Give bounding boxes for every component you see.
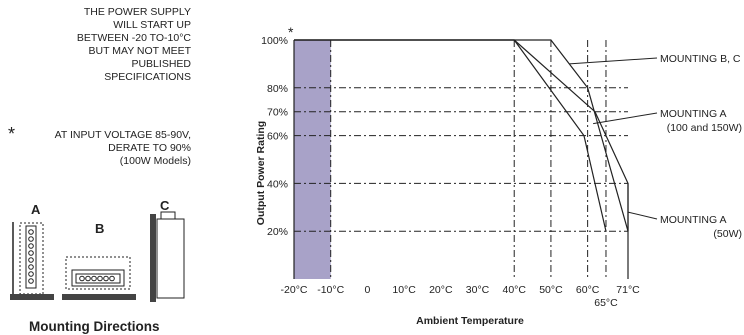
series-labels: MOUNTING B, C MOUNTING A (100 and 150W) MOU… [569,53,742,240]
x-tick-labels: -20°C -10°C 0 10°C 20°C 30°C 40°C 50°C 60°C65°C7… [281,284,641,309]
note-line: DERATE TO 90% [108,142,191,154]
y-tick-label: 80% [267,83,288,95]
mounting-c-figure [150,211,185,302]
x-tick-label: 60°C [576,284,600,296]
y-tick-labels: 100% 80% 70% 60% 40% 20% [261,35,288,238]
y-top-asterisk: * [288,24,294,40]
y-tick-label: 40% [267,178,288,190]
x-tick-label: 40°C [502,284,526,296]
derate-note: AT INPUT VOLTAGE 85-90V, DERATE TO 90% (… [14,129,191,168]
x-tick-label: 0 [364,284,370,296]
x-tick-label: 50°C [539,284,563,296]
x-tick-label: 30°C [466,284,490,296]
series-label: MOUNTING A [660,214,727,226]
mounting-b-figure [62,256,136,300]
mounting-a-figure [10,222,54,300]
note-line: (100W Models) [119,155,191,167]
x-tick-label: 10°C [392,284,416,296]
y-tick-label: 100% [261,35,288,47]
x-tick-label: 65°C [594,297,618,309]
mounting-label-c: C [160,200,170,213]
y-tick-label: 70% [267,107,288,119]
gridline-layer [294,40,628,279]
series-leader-line [627,211,658,220]
series-label: MOUNTING B, C [660,53,741,65]
mounting-label-b: B [95,221,104,236]
series-leader-line [593,112,658,125]
note-line: PUBLISHED [131,58,191,70]
series-line [294,39,629,232]
derate-asterisk: * [8,124,16,144]
y-axis-title: Output Power Rating [255,121,267,225]
startup-shaded-region [294,40,331,279]
note-line: SPECIFICATIONS [104,71,191,83]
series-label: (100 and 150W) [667,122,742,134]
note-line: BETWEEN -20 TO-10°C [76,32,191,44]
shaded-region-layer [294,40,331,279]
x-tick-label: -10°C [317,284,344,296]
y-tick-label: 20% [267,226,288,238]
note-line: WILL START UP [113,19,191,31]
x-tick-label: -20°C [281,284,308,296]
note-line: THE POWER SUPPLY [83,6,191,18]
x-axis-title: Ambient Temperature [416,315,524,327]
series-label: (50W) [713,228,742,240]
shaded-region-note: THE POWER SUPPLY WILL START UP BETWEEN -… [22,6,191,84]
mounting-directions-illustration: A B C Mounting Directions [10,200,185,334]
mounting-directions-title: Mounting Directions [29,319,160,334]
note-line: BUT MAY NOT MEET [88,45,192,57]
series-leader-line [569,57,658,65]
x-tick-label: 71°C [616,284,640,296]
note-line: AT INPUT VOLTAGE 85-90V, [54,129,191,141]
series-label: MOUNTING A [660,108,727,120]
y-tick-label: 60% [267,131,288,143]
mounting-label-a: A [31,202,41,217]
x-tick-label: 20°C [429,284,453,296]
